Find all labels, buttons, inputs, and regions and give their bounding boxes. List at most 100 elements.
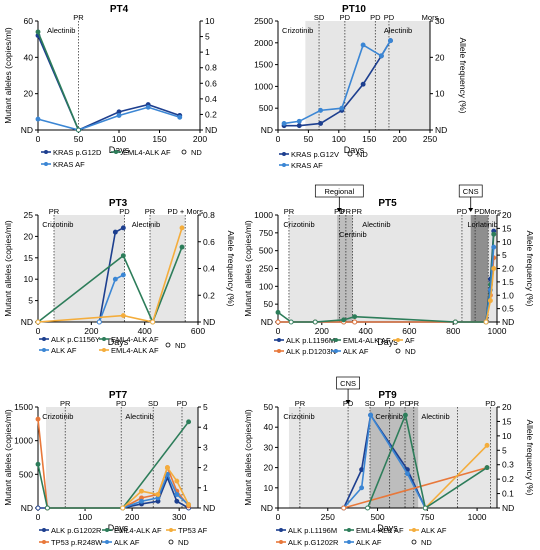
treatment-shading [305, 21, 430, 130]
legend-label: ALK p.G1202R [51, 526, 102, 535]
y2-tick-label: 5 [502, 445, 507, 455]
data-point [484, 465, 490, 471]
data-point [352, 314, 358, 320]
y2-tick-label: 3 [203, 442, 208, 452]
data-point [339, 105, 345, 111]
legend-marker [42, 348, 46, 352]
data-point [145, 104, 151, 110]
y2-tick-label: 10 [435, 89, 445, 99]
data-point [139, 488, 144, 494]
data-point [318, 121, 324, 126]
x-tick-label: 0 [276, 512, 281, 522]
event-label: PD [485, 399, 496, 408]
event-label: PR [352, 207, 363, 216]
data-point [96, 319, 102, 325]
data-point [388, 38, 393, 44]
legend-marker [168, 539, 174, 545]
panel-title: PT9 [378, 390, 397, 401]
data-point [116, 113, 122, 118]
y-tick-label: 500 [259, 246, 273, 256]
y2-tick-label: 15 [502, 416, 512, 426]
data-point [318, 107, 324, 113]
event-label: PR [49, 207, 60, 216]
legend-marker [44, 150, 48, 154]
legend-label: ALK p.G1202R [288, 538, 339, 547]
x-axis-label: Days [377, 337, 398, 347]
legend-label: TP53 p.R248W [51, 538, 103, 547]
y2-tick-label: 20 [502, 210, 512, 220]
legend-label: ND [178, 538, 189, 547]
data-point [179, 244, 185, 250]
x-tick-label: 150 [152, 134, 166, 144]
panel-pt4: PT4 PR Alectinib 0 50 100 150 200 Days ND 20 40 60 ND… [3, 4, 217, 169]
y-tick-label: ND [261, 125, 273, 135]
legend-label: TP53 AF [178, 526, 208, 535]
legend-marker [277, 349, 281, 353]
legend-label: ND [191, 148, 202, 157]
data-point [484, 442, 490, 448]
legend-marker [42, 528, 46, 532]
data-point [155, 492, 161, 497]
y-tick-label: 10 [264, 483, 274, 493]
y2-tick-label: 30 [435, 16, 445, 26]
legend-marker [411, 539, 417, 545]
y2-axis-label: Allele frequency (%) [525, 230, 535, 306]
legend-label: EML4-ALK AF [111, 346, 159, 355]
y-tick-label: 2000 [254, 38, 273, 48]
y-tick-label: 500 [19, 469, 33, 479]
data-point [120, 225, 126, 231]
y-tick-label: 1000 [14, 436, 33, 446]
y-tick-label: ND [21, 125, 33, 135]
legend-marker [44, 162, 48, 166]
event-label: PR [295, 399, 306, 408]
legend-marker [347, 540, 351, 544]
legend-marker [282, 152, 286, 156]
legend-marker [334, 349, 338, 353]
y2-tick-label: 5 [502, 250, 507, 260]
y2-axis-label: Allele frequency (%) [226, 230, 236, 306]
legend-marker [42, 540, 46, 544]
treatment-shading [337, 215, 353, 322]
y2-tick-label: 1 [203, 483, 208, 493]
x-tick-label: 100 [332, 134, 346, 144]
data-point [341, 317, 347, 323]
event-label: PD [340, 13, 351, 22]
drug-label: Crizotinib [283, 220, 314, 229]
legend-label: ALK AF [356, 538, 382, 547]
treatment-shading [288, 215, 497, 322]
y2-tick-label: 0.4 [203, 264, 215, 274]
y2-tick-label: 5 [205, 32, 210, 42]
drug-label: Crizotinib [282, 26, 313, 35]
legend-marker [347, 528, 351, 532]
drug-label: Alectinib [47, 26, 75, 35]
panel-pt7: PT7 PR PD SD PD Crizotinib Alectinib 0 100 200 300… [3, 390, 215, 547]
legend-marker [105, 528, 109, 532]
x-tick-label: 1000 [468, 512, 487, 522]
x-tick-label: 0 [36, 512, 41, 522]
data-point [35, 116, 41, 122]
panel-title: PT7 [109, 390, 128, 401]
data-point [150, 319, 156, 325]
x-tick-label: 200 [84, 326, 98, 336]
legend-marker [395, 348, 401, 354]
y-tick-label: 1500 [14, 402, 33, 412]
data-point [452, 319, 458, 325]
panel-title: PT3 [109, 198, 128, 209]
event-label: PR [341, 207, 352, 216]
event-label: PD [384, 399, 395, 408]
y2-tick-label: 0.4 [205, 94, 217, 104]
data-point [120, 505, 126, 511]
event-label: PD [370, 13, 381, 22]
data-point [44, 505, 50, 511]
treatment-shading [150, 215, 186, 322]
event-box-label: CNS [463, 187, 479, 196]
x-tick-label: 1000 [488, 326, 507, 336]
y2-tick-label: ND [203, 317, 215, 327]
y2-tick-label: 0.2 [205, 109, 217, 119]
y2-tick-label: 10 [205, 16, 215, 26]
y2-tick-label: 0.6 [205, 78, 217, 88]
data-point [112, 229, 118, 235]
y-tick-label: 20 [24, 231, 34, 241]
y-tick-label: 40 [24, 52, 34, 62]
